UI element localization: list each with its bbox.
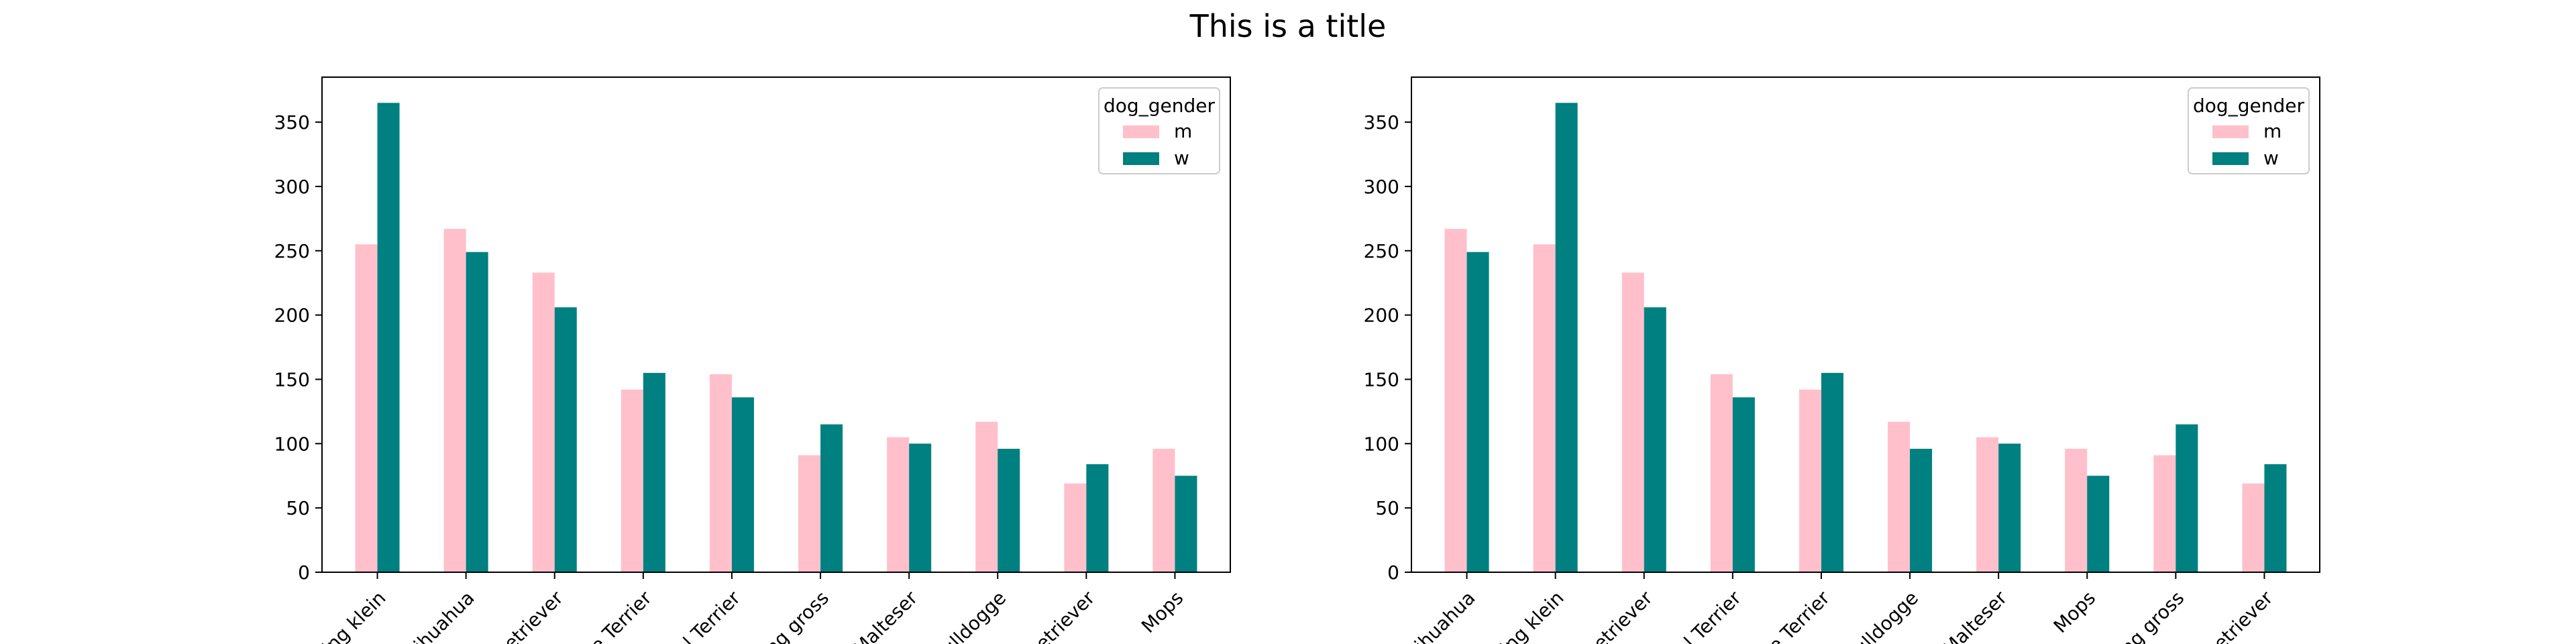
legend-label-m: m <box>1174 120 1192 142</box>
x-tick-label: Bulldogge <box>928 587 1010 644</box>
bar-m-0 <box>1444 229 1467 572</box>
bar-m-4 <box>1799 389 1821 572</box>
bar-w-2 <box>554 307 577 572</box>
bar-w-9 <box>2264 464 2287 572</box>
bar-w-8 <box>2176 424 2198 572</box>
y-tick-label: 50 <box>286 497 310 519</box>
y-tick-label: 150 <box>1364 368 1399 390</box>
y-tick-label: 100 <box>274 433 310 455</box>
bar-m-3 <box>621 389 643 572</box>
bar-w-5 <box>820 424 843 572</box>
y-tick-label: 250 <box>274 240 310 262</box>
x-tick-label: ire Terrier <box>577 586 656 644</box>
figure-title: This is a title <box>1189 8 1387 44</box>
legend-label-w: w <box>1174 147 1189 169</box>
bar-m-6 <box>887 437 910 572</box>
legend-label-w: w <box>2263 147 2279 169</box>
x-tick-label: Chihuahua <box>392 587 479 644</box>
x-tick-label: Retriever <box>1022 586 1099 644</box>
bar-m-0 <box>355 244 378 572</box>
bar-m-9 <box>2242 483 2265 572</box>
y-tick-label: 350 <box>1364 111 1399 133</box>
x-tick-label: cel Terrier <box>663 586 745 644</box>
bar-w-4 <box>731 397 754 572</box>
y-tick-label: 300 <box>1364 176 1399 198</box>
bar-m-1 <box>443 229 466 572</box>
bar-w-0 <box>377 103 400 573</box>
bar-w-5 <box>1910 448 1933 572</box>
y-tick-label: 250 <box>1364 240 1399 262</box>
bar-w-1 <box>1555 103 1578 573</box>
y-tick-label: 50 <box>1375 497 1399 519</box>
bar-m-5 <box>798 455 821 572</box>
y-tick-label: 350 <box>274 111 310 133</box>
legend-swatch-m <box>2212 125 2249 138</box>
legend-swatch-w <box>2212 152 2249 165</box>
legend-swatch-m <box>1123 125 1159 138</box>
x-tick-label: ling gross <box>2109 587 2189 644</box>
bar-m-6 <box>1976 437 1999 572</box>
chart-left: 0 50 100 150 200 250 300 350 ling klein Chihuahua… <box>274 76 1231 644</box>
bar-m-7 <box>2065 448 2088 572</box>
legend-title: dog_gender <box>2193 95 2304 117</box>
y-tick-label: 0 <box>298 561 310 584</box>
x-tick-label: cel Terrier <box>1664 586 1746 644</box>
x-tick-label: Mops <box>1137 587 1187 637</box>
bar-m-7 <box>975 421 998 572</box>
legend-swatch-w <box>1123 152 1159 165</box>
bar-w-1 <box>466 252 488 572</box>
bar-m-5 <box>1888 421 1911 572</box>
y-tick-label: 300 <box>274 176 310 198</box>
bar-m-1 <box>1533 244 1556 572</box>
chart-right: 0 50 100 150 200 250 300 350 Chihuahua ling klein… <box>1364 76 2320 644</box>
bar-w-9 <box>1175 476 1197 572</box>
x-tick-label: Malteser <box>849 586 922 644</box>
x-tick-label: ling klein <box>315 587 390 644</box>
x-tick-label: ire Terrier <box>1755 586 1834 644</box>
bar-w-7 <box>2087 476 2110 572</box>
bar-w-0 <box>1466 252 1489 572</box>
bar-m-9 <box>1152 448 1175 572</box>
axes-frame <box>321 76 1231 573</box>
x-tick-label: Retriever <box>2200 586 2277 644</box>
bar-w-4 <box>1821 372 1843 572</box>
bar-w-6 <box>1998 443 2021 572</box>
x-tick-label: Mops <box>2049 587 2100 637</box>
x-tick-label: Retriever <box>1580 586 1657 644</box>
y-tick-label: 200 <box>274 305 310 327</box>
y-tick-label: 100 <box>1364 433 1399 455</box>
bar-w-7 <box>998 448 1020 572</box>
bar-m-3 <box>1710 374 1733 572</box>
bar-m-2 <box>532 272 555 572</box>
bar-w-3 <box>1732 397 1755 572</box>
legend-title: dog_gender <box>1104 95 1215 117</box>
y-tick-label: 0 <box>1387 561 1399 584</box>
x-tick-label: ling gross <box>753 587 833 644</box>
axes-frame <box>1411 76 2320 573</box>
bar-w-6 <box>909 443 932 572</box>
bar-w-8 <box>1086 464 1109 572</box>
y-tick-label: 200 <box>1364 305 1399 327</box>
x-tick-label: Chihuahua <box>1393 587 1480 644</box>
bar-m-8 <box>1064 483 1087 572</box>
bar-w-3 <box>643 372 665 572</box>
x-tick-label: Malteser <box>1938 586 2011 644</box>
y-tick-label: 150 <box>274 368 310 390</box>
x-tick-label: Bulldogge <box>1841 587 1923 644</box>
bar-m-4 <box>709 374 732 572</box>
bar-m-8 <box>2153 455 2176 572</box>
legend-label-m: m <box>2263 120 2282 142</box>
x-tick-label: ling klein <box>1493 587 1568 644</box>
bar-w-2 <box>1644 307 1666 572</box>
bar-m-2 <box>1621 272 1644 572</box>
x-tick-label: Retriever <box>491 586 568 644</box>
